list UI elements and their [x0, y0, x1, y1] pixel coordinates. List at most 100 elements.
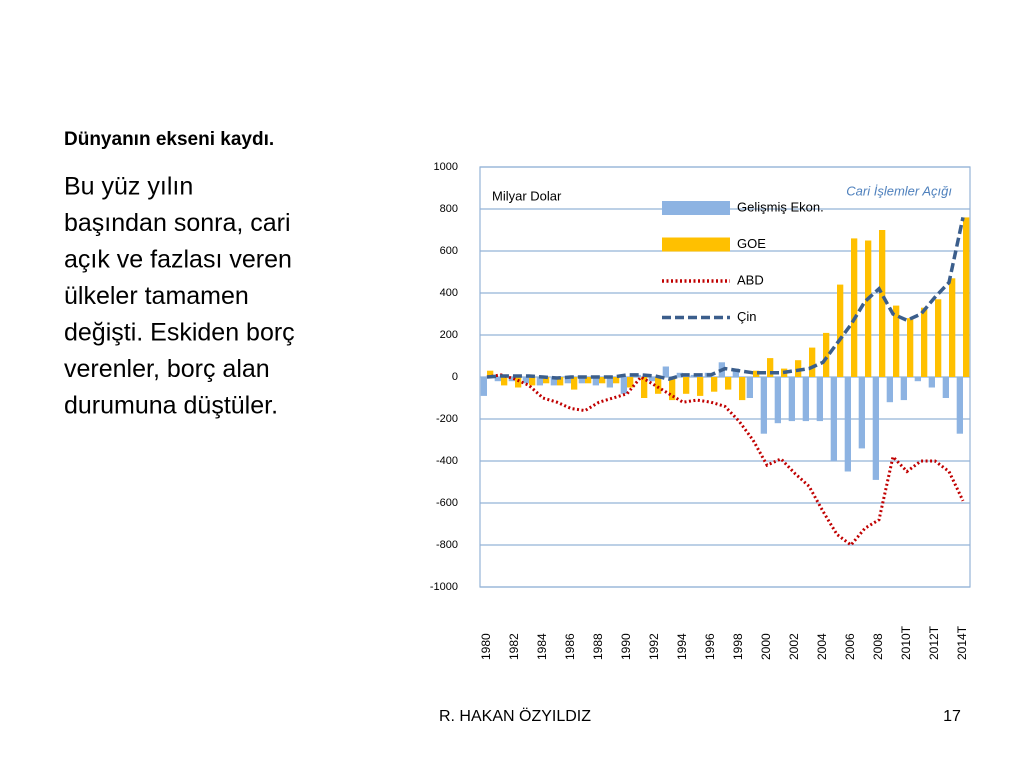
bar [697, 377, 704, 396]
x-tick-label: 1990 [619, 633, 633, 660]
x-tick-label: 1986 [563, 633, 577, 660]
legend-swatch [662, 237, 730, 252]
legend-label: Çin [737, 309, 757, 324]
x-tick-label: 2000 [759, 633, 773, 660]
plot-frame [479, 166, 971, 588]
y-tick-label: -800 [436, 539, 458, 551]
bar [942, 377, 949, 398]
bar [907, 318, 914, 377]
bar [753, 370, 760, 377]
body-line: verenler, borç alan [64, 355, 270, 383]
bar [480, 377, 487, 396]
x-tick-label: 2008 [871, 633, 885, 660]
bar [522, 377, 529, 384]
bar [788, 377, 795, 422]
y-tick-label: 600 [440, 245, 458, 257]
bar [956, 377, 963, 434]
footer: R. HAKAN ÖZYILDIZ [439, 707, 591, 725]
body-line: Bu yüz yılın [64, 173, 193, 201]
unit-label: Milyar Dolar [492, 188, 562, 203]
page-number: 17 [943, 708, 961, 725]
y-tick-label: 0 [452, 371, 458, 383]
bar [900, 377, 907, 401]
y-tick-label: -400 [436, 455, 458, 467]
bar [683, 377, 690, 394]
bar [893, 305, 900, 377]
bar [809, 347, 816, 377]
x-tick-label: 2006 [843, 633, 857, 660]
bar [578, 377, 585, 384]
bar [914, 377, 921, 382]
legend-label: Gelişmiş Ekon. [737, 199, 824, 214]
x-tick-label: 1982 [507, 633, 521, 660]
bar [655, 377, 662, 394]
x-tick-label: 1992 [647, 633, 661, 660]
bar [802, 377, 809, 422]
bar [879, 230, 886, 377]
bar [886, 377, 893, 403]
line-series [486, 217, 965, 381]
bar [732, 368, 739, 377]
bar [865, 240, 872, 377]
bar [928, 377, 935, 388]
bar [662, 366, 669, 377]
bar [851, 238, 858, 377]
bar [963, 217, 970, 377]
bar [564, 377, 571, 384]
chart-title: Cari İşlemler Açığı [846, 183, 952, 198]
y-tick-label: 400 [440, 287, 458, 299]
bar [669, 377, 676, 401]
bar [816, 377, 823, 422]
bar [508, 377, 515, 382]
bar [921, 307, 928, 377]
bar [571, 377, 578, 390]
x-tick-label: 1988 [591, 633, 605, 660]
body-line: ülkeler tamamen [64, 282, 249, 310]
bar [487, 370, 494, 377]
bar [872, 377, 879, 480]
y-tick-label: 200 [440, 329, 458, 341]
bar [676, 372, 683, 377]
x-tick-label: 1994 [675, 633, 689, 660]
bar [494, 377, 501, 382]
bar [536, 377, 543, 386]
x-tick-label: 2012T [927, 625, 941, 660]
bar [550, 377, 557, 386]
bar [606, 377, 613, 388]
bar [620, 377, 627, 394]
bar [529, 377, 536, 386]
y-tick-label: -200 [436, 413, 458, 425]
x-tick-label: 2010T [899, 625, 913, 660]
bar [557, 377, 564, 386]
bar [746, 377, 753, 398]
bar [627, 377, 634, 388]
bar [711, 377, 718, 392]
bar [858, 377, 865, 449]
legend-swatch [662, 201, 730, 215]
bar [725, 377, 732, 390]
bar [823, 332, 830, 377]
x-tick-label: 1996 [703, 633, 717, 660]
y-tick-label: -1000 [430, 581, 458, 593]
y-tick-label: 1000 [434, 161, 458, 173]
bar [599, 377, 606, 384]
body-line: durumuna düştüler. [64, 392, 278, 420]
bar [648, 377, 655, 382]
slide-heading: Dünyanın ekseni kaydı. [64, 129, 274, 150]
body-line: açık ve fazlası veren [64, 246, 292, 274]
bar [935, 299, 942, 377]
line-series [486, 373, 965, 548]
bar [774, 377, 781, 424]
x-tick-label: 1984 [535, 633, 549, 660]
bar [592, 377, 599, 386]
x-tick-label: 1998 [731, 633, 745, 660]
y-tick-label: -600 [436, 497, 458, 509]
y-tick-label: 800 [440, 203, 458, 215]
x-tick-label: 1980 [479, 633, 493, 660]
body-line: başından sonra, cari [64, 209, 291, 237]
bar [641, 377, 648, 398]
x-tick-label: 2004 [815, 633, 829, 660]
bar [760, 377, 767, 434]
legend-label: GOE [737, 236, 766, 251]
